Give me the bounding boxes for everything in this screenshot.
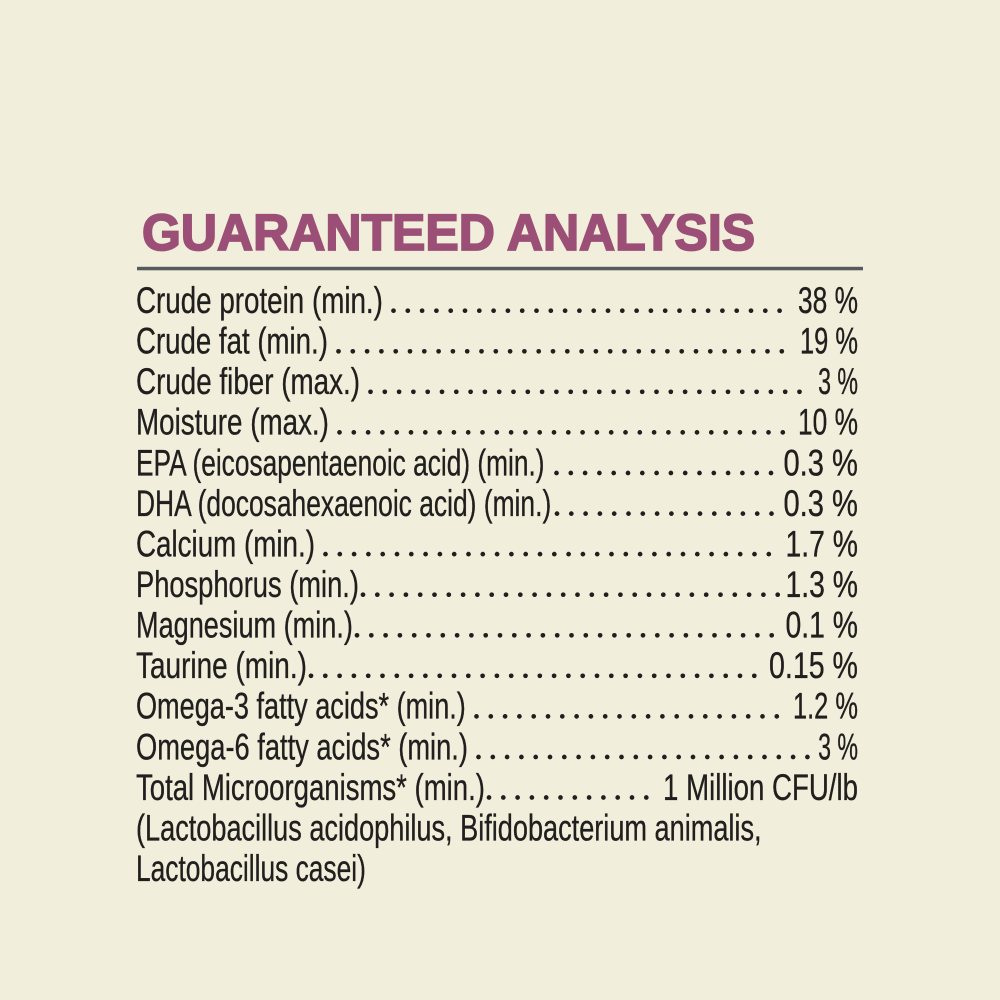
svg-text:Crude fat (min.): Crude fat (min.) (136, 320, 328, 362)
svg-text:Crude protein (min.): Crude protein (min.) (136, 279, 383, 321)
svg-text:1.3 %: 1.3 % (786, 563, 858, 605)
svg-text:Lactobacillus casei): Lactobacillus casei) (136, 848, 366, 889)
svg-text:Calcium (min.): Calcium (min.) (136, 522, 315, 564)
svg-text:0.1 %: 0.1 % (786, 604, 858, 646)
svg-text:0.3 %: 0.3 % (783, 484, 857, 525)
svg-text:Omega-3 fatty acids* (min.): Omega-3 fatty acids* (min.) (136, 686, 466, 727)
svg-text:0.3 %: 0.3 % (783, 443, 857, 484)
svg-text:3 %: 3 % (818, 361, 858, 403)
svg-text:Magnesium (min.): Magnesium (min.) (136, 604, 353, 645)
svg-text:0.15 %: 0.15 % (769, 646, 858, 687)
svg-text:Crude fiber (max.): Crude fiber (max.) (136, 360, 360, 402)
svg-text:3 %: 3 % (818, 726, 858, 768)
svg-text:38 %: 38 % (798, 280, 858, 321)
svg-text:DHA (docosahexaenoic acid) (mi: DHA (docosahexaenoic acid) (min.) (136, 482, 551, 523)
svg-text:10 %: 10 % (798, 401, 858, 442)
svg-text:Phosphorus (min.): Phosphorus (min.) (136, 564, 359, 605)
svg-text:19 %: 19 % (800, 320, 858, 362)
svg-text:Omega-6 fatty acids* (min.): Omega-6 fatty acids* (min.) (136, 726, 468, 767)
svg-text:GUARANTEED ANALYSIS: GUARANTEED ANALYSIS (142, 204, 755, 262)
svg-text:1.2 %: 1.2 % (793, 685, 858, 727)
svg-text:1 Million CFU/lb: 1 Million CFU/lb (663, 766, 858, 808)
svg-text:Taurine (min.): Taurine (min.) (136, 644, 307, 686)
svg-text:(Lactobacillus acidophilus, Bi: (Lactobacillus acidophilus, Bifidobacter… (136, 807, 762, 848)
svg-text:1.7 %: 1.7 % (786, 523, 858, 565)
svg-text:EPA (eicosapentaenoic acid) (m: EPA (eicosapentaenoic acid) (min.) (136, 442, 545, 484)
svg-text:Moisture (max.): Moisture (max.) (136, 401, 329, 443)
svg-text:Total Microorganisms* (min.): Total Microorganisms* (min.) (136, 766, 485, 808)
